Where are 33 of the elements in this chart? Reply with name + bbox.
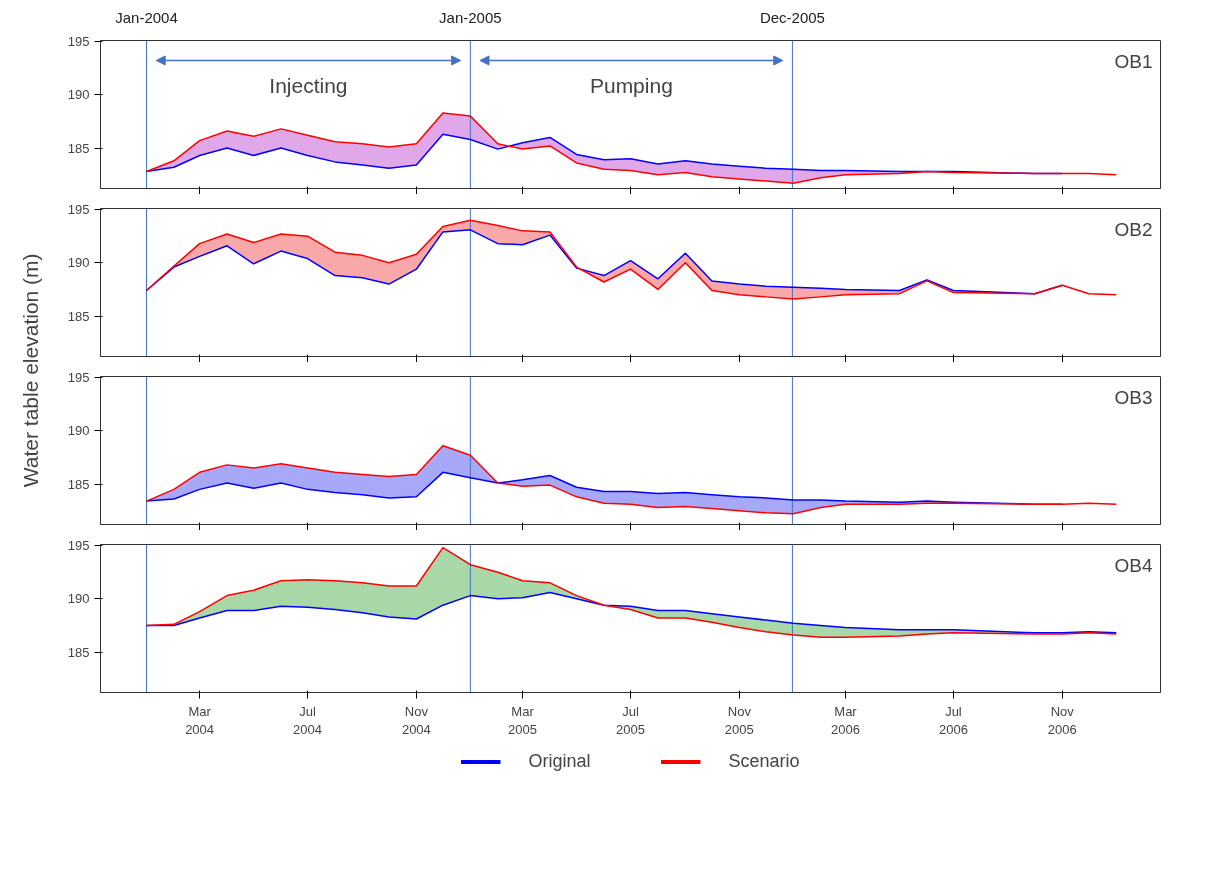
y-tick-label: 195 [67, 34, 90, 50]
legend-label: Scenario [728, 750, 800, 772]
y-tick-label: 185 [67, 476, 90, 492]
x-tick-label: Jul 2004 [293, 703, 323, 737]
x-tick-label: Nov 2006 [1047, 703, 1077, 737]
legend-label: Original [528, 750, 591, 772]
y-tick-label: 190 [67, 87, 90, 103]
y-tick-label: 195 [67, 370, 90, 386]
ref-line-label: Jan-2004 [115, 9, 178, 26]
x-tick-label: Mar 2005 [508, 703, 538, 737]
x-tick-label: Nov 2004 [401, 703, 431, 737]
y-tick-label: 185 [67, 644, 90, 660]
y-tick-label: 195 [67, 202, 90, 218]
x-tick-label: Nov 2005 [724, 703, 754, 737]
text: OB4 [1114, 554, 1153, 576]
ref-line-label: Dec-2005 [759, 9, 825, 26]
text: OB1 [1114, 50, 1153, 72]
y-tick-label: 195 [67, 538, 90, 554]
ref-line-label: Jan-2005 [439, 9, 502, 26]
annotation: Injecting [269, 74, 348, 98]
x-tick-label: Jul 2006 [938, 703, 968, 737]
annotation: Pumping [589, 74, 673, 98]
y-tick-label: 190 [67, 591, 90, 607]
y-tick-label: 190 [67, 423, 90, 439]
y-axis-title: Water table elevation (m) [19, 253, 43, 488]
text: OB3 [1114, 386, 1153, 408]
text: OB2 [1114, 218, 1153, 240]
x-tick-label: Mar 2006 [831, 703, 860, 737]
x-tick-label: Jul 2005 [616, 703, 645, 737]
y-tick-label: 185 [67, 140, 90, 156]
y-tick-label: 185 [67, 308, 90, 324]
y-tick-label: 190 [67, 255, 90, 271]
x-tick-label: Mar 2004 [185, 703, 215, 737]
